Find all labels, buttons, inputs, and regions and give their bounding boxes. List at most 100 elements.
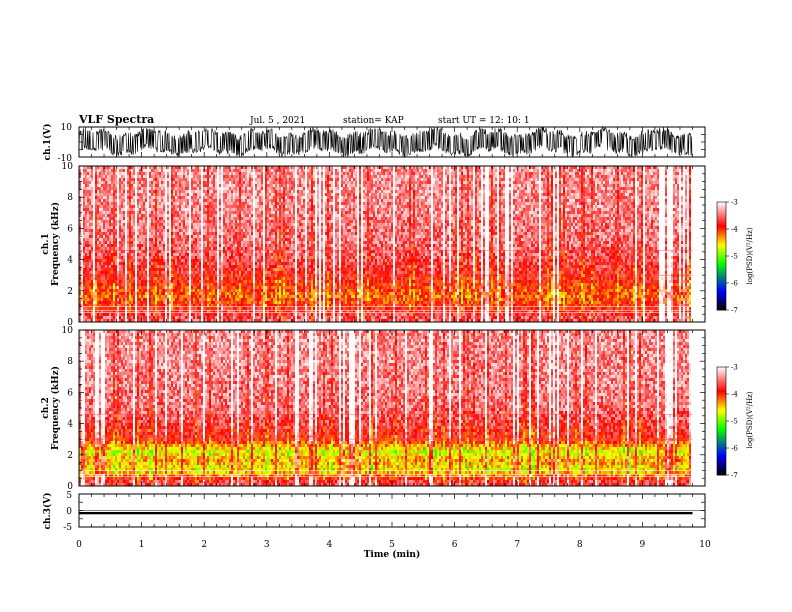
ch1-spectrogram-cell bbox=[91, 205, 93, 208]
ch1-spectrogram-cell bbox=[95, 259, 97, 262]
ch1-spectrogram-cell bbox=[85, 172, 87, 175]
ch1-spectrogram-cell bbox=[107, 256, 109, 259]
ch1-spectrogram-cell bbox=[99, 190, 101, 193]
ch1-spectrogram-cell bbox=[103, 262, 105, 265]
ch1-spectrogram-cell bbox=[83, 214, 85, 217]
ch1-spectrogram-cell bbox=[85, 259, 87, 262]
ch1-spectrogram-cell bbox=[97, 208, 99, 211]
ch1-spectrogram-cell bbox=[85, 280, 87, 283]
ch1-spectrogram-cell bbox=[87, 175, 89, 178]
ch1-spectrogram-cell bbox=[129, 229, 131, 232]
ch1-spectrogram-cell bbox=[109, 220, 111, 223]
ch1-spectrogram-cell bbox=[103, 205, 105, 208]
ch1-spectrogram-cell bbox=[127, 268, 129, 271]
ch1-spectrogram-cell bbox=[103, 169, 105, 172]
ch1-spectrogram-cell bbox=[109, 253, 111, 256]
ch1-spectrogram-cell bbox=[91, 235, 93, 238]
ch1-spectrogram-cell bbox=[113, 178, 115, 181]
ch1-spectrogram-cell bbox=[89, 193, 91, 196]
ch1-spectrogram-cell bbox=[83, 169, 85, 172]
ch1-spectrogram-cell bbox=[83, 265, 85, 268]
ch1-spectrogram-cell bbox=[107, 292, 109, 295]
ch1-spectrogram-cell bbox=[87, 247, 89, 250]
ch1-spectrogram-cell bbox=[103, 259, 105, 262]
ch1-spectrogram-cell bbox=[119, 268, 121, 271]
ch1-spectrogram-cell bbox=[105, 316, 107, 319]
ch1-spectrogram-cell bbox=[123, 193, 125, 196]
ch1-spectrogram-cell bbox=[87, 190, 89, 193]
ch1-spectrogram-cell bbox=[115, 223, 117, 226]
ch1-spectrogram-cell bbox=[117, 283, 119, 286]
ch1-spectrogram-cell bbox=[127, 190, 129, 193]
ch1-spectrogram-cell bbox=[99, 175, 101, 178]
ch1-spectrogram-cell bbox=[129, 172, 131, 175]
ch1-spectrogram-cell bbox=[85, 307, 87, 310]
ch1-spectrogram-cell bbox=[101, 262, 103, 265]
ch1-spectrogram-cell bbox=[107, 217, 109, 220]
ch1-spectrogram-cell bbox=[103, 235, 105, 238]
ch1-spectrogram-cell bbox=[107, 244, 109, 247]
ch1-spectrogram-cell bbox=[89, 238, 91, 241]
ch1-spectrogram-cell bbox=[107, 181, 109, 184]
ch1-spectrogram-cell bbox=[91, 181, 93, 184]
ch1-spectrogram-cell bbox=[89, 229, 91, 232]
ch1-spectrogram-cell bbox=[95, 265, 97, 268]
ch1-spectrogram-cell bbox=[119, 235, 121, 238]
ch1-spectrogram-cell bbox=[97, 313, 99, 316]
ch1-spectrogram-cell bbox=[119, 265, 121, 268]
ch1-spectrogram-cell bbox=[125, 265, 127, 268]
ch1-spectrogram-cell bbox=[101, 220, 103, 223]
ch1-spectrogram-cell bbox=[95, 184, 97, 187]
ch1-spectrogram-cell bbox=[95, 316, 97, 319]
ch1-spectrogram-cell bbox=[91, 265, 93, 268]
ch1-spectrogram-cell bbox=[115, 253, 117, 256]
ch1-spectrogram-cell bbox=[127, 244, 129, 247]
ch1-spectrogram-cell bbox=[87, 193, 89, 196]
ch1-spectrogram-cell bbox=[107, 241, 109, 244]
ch1-spectrogram-cell bbox=[125, 280, 127, 283]
ch1-spectrogram-cell bbox=[85, 199, 87, 202]
ch1-spectrogram-cell bbox=[101, 214, 103, 217]
ch1-spectrogram-cell bbox=[129, 205, 131, 208]
ch1-spectrogram-cell bbox=[85, 184, 87, 187]
ch1-spectrogram-cell bbox=[111, 241, 113, 244]
ch1-spectrogram-cell bbox=[89, 244, 91, 247]
ch1-spectrogram-cell bbox=[95, 283, 97, 286]
ch1-spectrogram-cell bbox=[85, 211, 87, 214]
ch1-spectrogram-cell bbox=[105, 175, 107, 178]
ch1-spectrogram-cell bbox=[121, 259, 123, 262]
ch1-spectrogram-cell bbox=[121, 262, 123, 265]
ch1-spectrogram-cell bbox=[127, 184, 129, 187]
ch1-spectrogram-cell bbox=[121, 184, 123, 187]
ch1-spectrogram-cell bbox=[115, 220, 117, 223]
ch1-spectrogram-cell bbox=[123, 172, 125, 175]
ch1-spectrogram-cell bbox=[105, 283, 107, 286]
ch1-spectrogram-cell bbox=[113, 256, 115, 259]
ch1-spectrogram-cell bbox=[87, 205, 89, 208]
ch1-spectrogram-cell bbox=[103, 229, 105, 232]
ch1-spectrogram-cell bbox=[103, 253, 105, 256]
ch1-spectrogram-cell bbox=[109, 223, 111, 226]
ch1-spectrogram-cell bbox=[111, 277, 113, 280]
ch1-spectrogram-cell bbox=[81, 283, 83, 286]
ch1-spectrogram-cells bbox=[79, 166, 705, 322]
ch1-spectrogram-cell bbox=[89, 214, 91, 217]
ch1-spectrogram-cell bbox=[125, 301, 127, 304]
ch1-spectrogram-cell bbox=[121, 268, 123, 271]
ch1-spectrogram-cell bbox=[97, 223, 99, 226]
ch1-spectrogram-cell bbox=[115, 307, 117, 310]
ch1-spectrogram-cell bbox=[129, 262, 131, 265]
ch1-spectrogram-cell bbox=[113, 172, 115, 175]
ch1-spectrogram-cell bbox=[123, 199, 125, 202]
ch1-spectrogram-cell bbox=[111, 199, 113, 202]
ch1-spectrogram-cell bbox=[87, 298, 89, 301]
ch1-spectrogram-cell bbox=[95, 280, 97, 283]
ch1-spectrogram-cell bbox=[109, 244, 111, 247]
ch1-spectrogram-cell bbox=[83, 223, 85, 226]
ch1-spectrogram-cell bbox=[125, 298, 127, 301]
ch1-spectrogram-cell bbox=[109, 208, 111, 211]
ch1-spectrogram-cell bbox=[121, 256, 123, 259]
ch1-spectrogram-cell bbox=[101, 199, 103, 202]
ch1-spectrogram-cell bbox=[97, 238, 99, 241]
ch1-spectrogram-cell bbox=[101, 193, 103, 196]
